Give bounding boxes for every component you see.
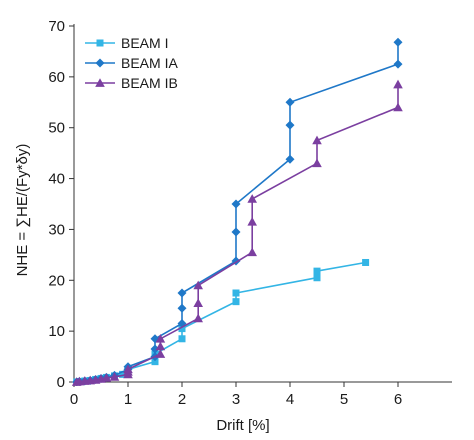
data-point [313,274,321,282]
data-point [313,267,321,275]
y-tick-label: 60 [48,69,65,86]
series-layer [71,37,403,386]
x-axis-title: Drift [%] [216,417,269,434]
legend-label: BEAM IA [121,55,178,71]
data-point [285,97,295,107]
legend-marker [95,78,105,87]
data-point [193,280,203,290]
data-point [312,158,322,168]
y-tick-label: 40 [48,171,65,188]
legend-item: BEAM IB [85,75,178,91]
legend-marker [95,58,105,68]
data-point [247,247,257,257]
data-point [109,372,120,381]
data-point [232,298,240,306]
legend-label: BEAM IB [121,75,178,91]
data-point [231,227,241,237]
x-tick-label: 5 [340,391,348,408]
data-point [285,120,295,130]
data-point [231,199,241,209]
y-tick-label: 50 [48,120,65,137]
data-point [393,37,403,47]
y-tick-label: 30 [48,221,65,238]
data-point [393,59,403,69]
x-tick-label: 0 [70,391,78,408]
x-tick-label: 2 [178,391,186,408]
legend: BEAM I BEAM IA BEAM IB [85,35,178,91]
data-point [155,349,166,358]
legend-marker [96,39,104,47]
data-point [285,154,295,164]
x-tick-label: 6 [394,391,402,408]
legend-item: BEAM IA [85,55,178,71]
data-point [193,298,203,308]
series-beam-i [73,258,370,386]
legend-label: BEAM I [121,35,168,51]
data-point [393,79,403,89]
data-point [178,335,186,343]
x-tick-label: 4 [286,391,294,408]
x-tick-label: 3 [232,391,240,408]
series-line [76,261,366,383]
data-point [232,289,240,297]
y-tick-label: 0 [57,374,65,391]
data-point [312,135,322,145]
y-tick-label: 10 [48,323,65,340]
data-point [155,341,166,351]
x-tick-label: 1 [124,391,132,408]
data-point [101,373,112,382]
data-point [177,303,187,313]
y-axis-title: NHE = ∑HE/(Fy*δy) [14,144,31,277]
data-point [393,102,403,112]
data-point [178,325,186,333]
y-tick-label: 70 [48,18,65,35]
data-point [123,364,133,374]
tick-labels: 0 10 20 30 40 50 60 70 0 1 2 3 4 5 6 [48,18,402,408]
legend-item: BEAM I [85,35,168,51]
data-point [177,288,187,298]
data-point [247,217,257,226]
axes [69,24,452,387]
y-tick-label: 20 [48,272,65,289]
data-point [247,194,257,203]
data-point [151,358,159,366]
data-point [362,258,370,266]
data-point [119,370,127,378]
series-beam-ib [71,79,403,386]
data-point [155,333,166,343]
data-point [150,344,160,354]
data-point [193,313,203,323]
series-line [76,42,399,383]
